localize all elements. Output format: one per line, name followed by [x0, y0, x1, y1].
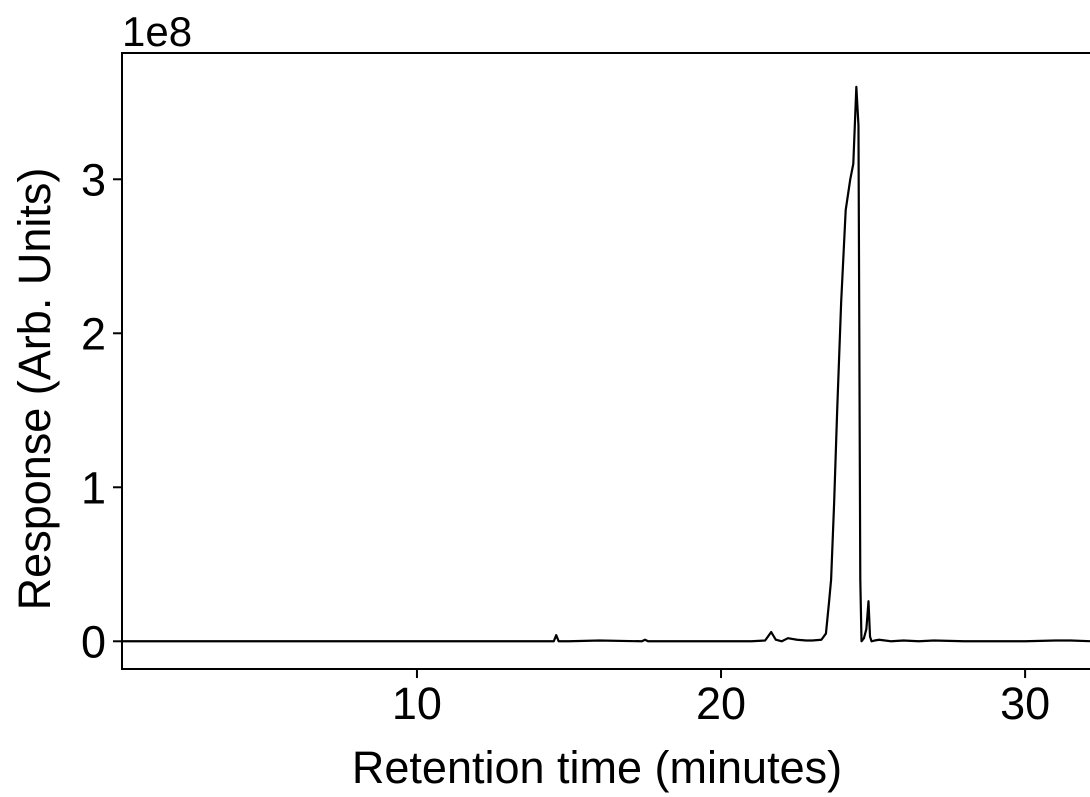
- x-tick-label: 10: [392, 678, 442, 729]
- y-axis: 0 1 2 3: [81, 154, 122, 667]
- chromatogram-line: [122, 85, 1090, 643]
- y-tick-label: 2: [81, 308, 106, 359]
- y-tick-label: 1: [81, 462, 106, 513]
- x-axis: 10 20 30: [392, 669, 1050, 729]
- x-tick-label: 20: [696, 678, 746, 729]
- y-axis-label: Response (Arb. Units): [9, 168, 60, 611]
- y-tick-label: 3: [81, 154, 106, 205]
- y-scale-multiplier: 1e8: [122, 8, 192, 55]
- plot-frame: [121, 52, 1090, 670]
- y-tick-label: 0: [81, 616, 106, 667]
- x-axis-label: Retention time (minutes): [352, 742, 842, 793]
- x-tick-label: 30: [1000, 678, 1050, 729]
